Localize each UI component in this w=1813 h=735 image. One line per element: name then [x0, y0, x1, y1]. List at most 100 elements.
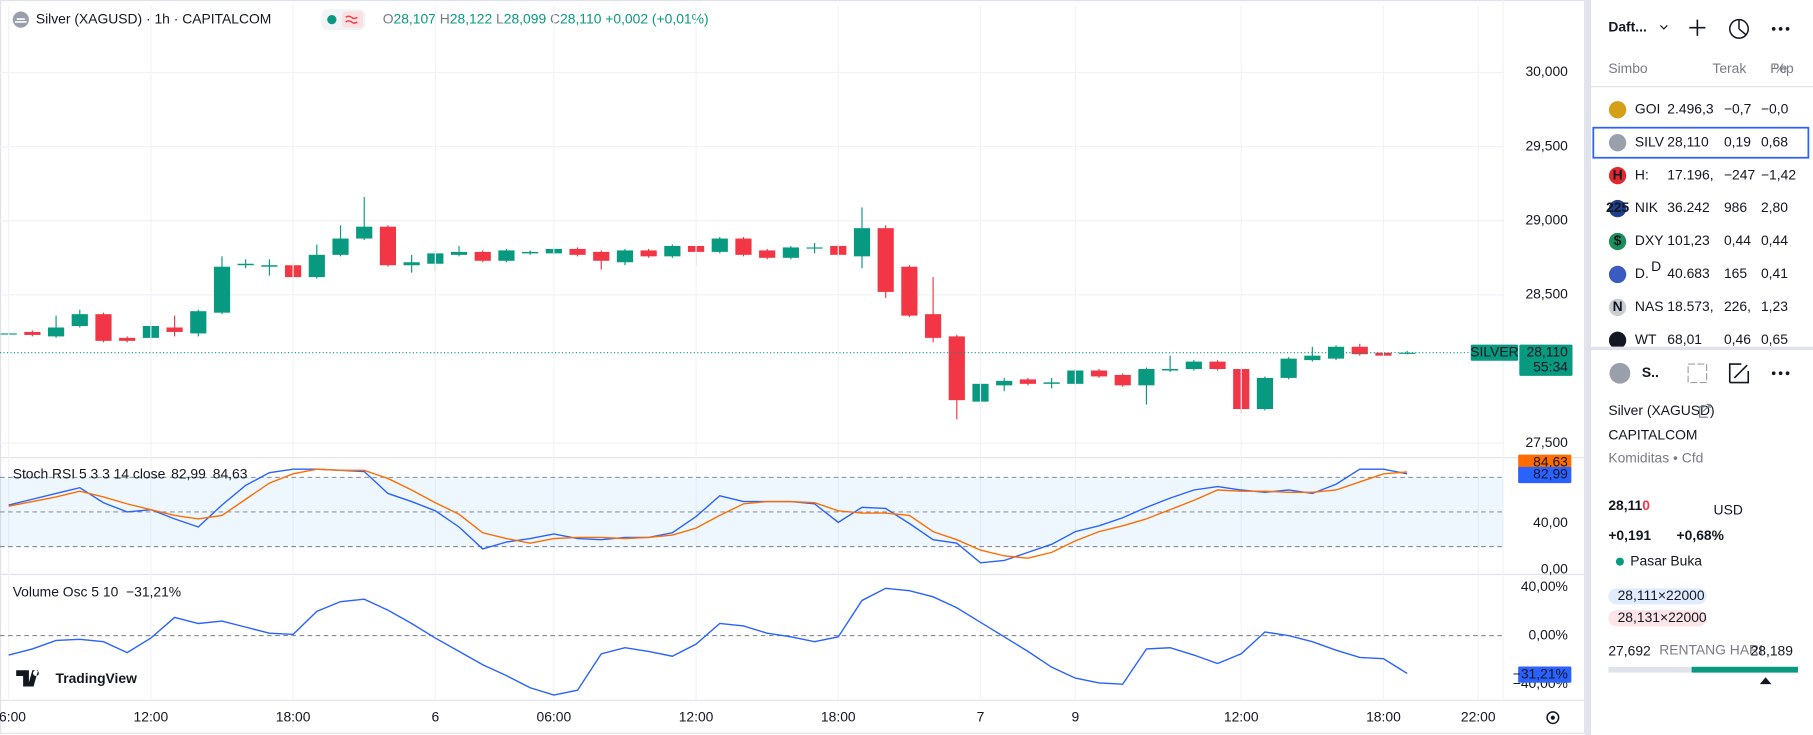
- ohlc-value: 28,107: [394, 10, 437, 26]
- candle-body: [379, 226, 397, 266]
- market-open-dot: [327, 15, 337, 25]
- symbol-title[interactable]: Silver (XAGUSD) · 1h · CAPITALCOM: [36, 10, 271, 26]
- settings-icon-center: [1550, 715, 1555, 720]
- bid-text: 28,111×22000: [1618, 587, 1705, 603]
- indicator-line: [8, 587, 1408, 696]
- candle-body: [877, 228, 894, 292]
- indicator-title: Stoch RSI 5 3 3 14 close: [13, 466, 166, 482]
- row-badge: D: [1651, 258, 1661, 274]
- detail-icon: [1609, 362, 1631, 384]
- more-icon[interactable]: [1771, 27, 1790, 31]
- candle-body: [308, 254, 325, 278]
- day-high: 28,189: [1751, 642, 1794, 658]
- x-tick-label: 06:00: [0, 708, 26, 724]
- watchlist-row[interactable]: GOI 2.496,3 −0,7 −0,0: [1608, 100, 1789, 119]
- row-last: 18.573,: [1667, 298, 1713, 314]
- indicator-line: [8, 468, 1408, 564]
- more-dot: [1785, 371, 1790, 376]
- candle-body: [1114, 374, 1131, 386]
- band-fill: [0, 477, 1504, 547]
- add-icon[interactable]: [1689, 19, 1706, 36]
- candle-body: [119, 337, 136, 341]
- value-tag: [1518, 666, 1572, 683]
- watchlist: GOI 2.496,3 −0,7 −0,0 SILV 28,110 0,19 0,68 H H: 1…: [1592, 100, 1810, 349]
- row-change: 0,44: [1724, 232, 1751, 248]
- candle-body: [47, 327, 65, 337]
- candle-body: [1304, 355, 1321, 361]
- y-tick-label: 29,500: [1525, 137, 1568, 153]
- watchlist-row[interactable]: N NAS 18.573, 226, 1,23: [1608, 298, 1788, 317]
- logo-text[interactable]: TradingView: [55, 670, 137, 686]
- candle-body: [332, 238, 349, 255]
- row-change-pct: −0,0: [1761, 100, 1789, 116]
- ask-box: [1608, 610, 1707, 627]
- watchlist-title[interactable]: Daft...: [1608, 18, 1647, 34]
- bid-box: [1608, 588, 1707, 605]
- x-tick-label: 06:00: [536, 708, 571, 724]
- row-symbol: H:: [1635, 166, 1649, 182]
- x-tick-label: 18:00: [821, 708, 856, 724]
- watchlist-row[interactable]: H H: 17.196, −247 −1,42: [1608, 166, 1796, 185]
- watchlist-row[interactable]: WT 68,01 0,46 0,65: [1608, 331, 1788, 349]
- chevron[interactable]: [1659, 25, 1668, 30]
- watchlist-row[interactable]: 225 NIK 36.242 986 2,80: [1606, 199, 1788, 218]
- row-icon: [1608, 166, 1627, 185]
- candle-body: [759, 250, 776, 258]
- y-tick-label: 27,500: [1525, 434, 1568, 450]
- chart-icon-detail: [1738, 19, 1747, 36]
- x-tick-label: 22:00: [1461, 708, 1496, 724]
- delay-icon: [345, 15, 358, 24]
- x-tick-label: 12:00: [679, 708, 714, 724]
- row-change: −247: [1724, 166, 1756, 182]
- candle-body: [498, 250, 515, 261]
- row-symbol: DXY: [1635, 232, 1664, 248]
- value-tag-text: −31,21%: [1513, 665, 1568, 681]
- detail-full-name: Silver (XAGUSD): [1608, 402, 1714, 418]
- candle-body: [190, 311, 207, 334]
- section-divider: [1591, 346, 1813, 351]
- candle-body: [237, 263, 254, 266]
- column-header: Pe: [1770, 60, 1787, 76]
- candle-body: [711, 238, 728, 252]
- row-icon: [1608, 298, 1627, 317]
- row-icon: [1608, 199, 1627, 218]
- x-tick-label: 7: [977, 708, 985, 724]
- candle-body: [616, 250, 634, 263]
- candle-body: [640, 250, 657, 257]
- more-dot: [1771, 371, 1776, 376]
- watchlist-row[interactable]: $ DXY 101,23 0,44 0,44: [1608, 232, 1788, 251]
- row-icon-text: H: [1613, 166, 1623, 182]
- ohlc-label: O: [383, 10, 394, 26]
- edit-icon[interactable]: [1728, 363, 1750, 384]
- candle-body: [474, 251, 491, 261]
- price-main: 28,11: [1608, 497, 1642, 513]
- chart-frame: [0, 0, 1586, 734]
- candle-body: [782, 247, 799, 258]
- candle-body: [166, 327, 183, 332]
- row-symbol: NAS: [1635, 298, 1664, 314]
- candle-body: [996, 380, 1013, 386]
- pane: [0, 71, 1504, 444]
- y-tick-label: 40,00%: [1521, 578, 1568, 594]
- day-low: 27,692: [1608, 642, 1651, 658]
- settings-icon[interactable]: [1546, 711, 1560, 725]
- x-tick-label: 18:00: [1366, 708, 1401, 724]
- ohlc-value: 28,110: [560, 10, 602, 26]
- candle-body: [24, 331, 41, 335]
- candle-body: [735, 238, 752, 255]
- watchlist-row[interactable]: D. D 40.683 165 0,41: [1608, 258, 1788, 284]
- candle-body: [569, 248, 586, 255]
- ohlc-value: 28,122: [450, 10, 493, 26]
- external-link-icon: [1699, 403, 1711, 418]
- x-tick-label: 6: [431, 708, 439, 724]
- watchlist-row[interactable]: SILV 28,110 0,19 0,68: [1592, 126, 1810, 159]
- candle-body: [71, 314, 88, 327]
- candle-body: [664, 245, 681, 257]
- x-tick-label: 9: [1071, 708, 1079, 724]
- row-icon-text: N: [1613, 298, 1623, 314]
- status-dot: [1615, 557, 1624, 566]
- candle-body: [1185, 361, 1202, 370]
- x-tick-label: 12:00: [134, 708, 169, 724]
